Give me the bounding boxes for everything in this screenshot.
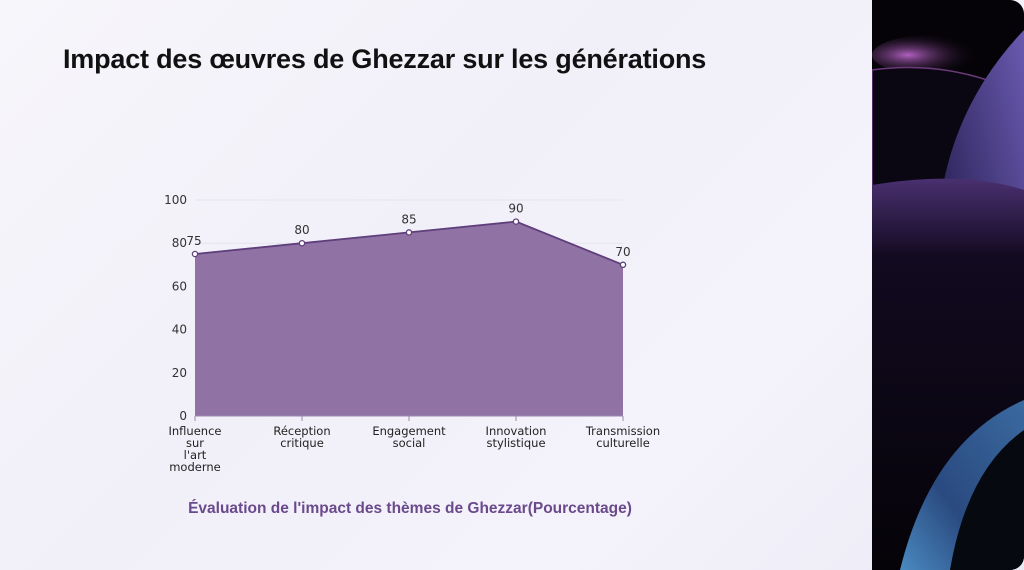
y-tick-label: 0 [179,409,187,423]
x-tick-label-line: l'art [184,448,207,462]
data-point [405,229,413,236]
x-tick-label-line: Transmission [585,424,660,438]
x-tick-label-line: moderne [169,460,221,474]
data-point [619,261,627,269]
x-tick-label: Réception critique [273,424,330,450]
page-title: Impact des œuvres de Ghezzar sur les gén… [63,44,707,74]
x-tick-label-line: social [393,436,426,450]
data-point [191,250,199,258]
x-tick-label: Innovation stylistique [486,424,547,450]
y-tick-label: 80 [172,236,187,250]
y-tick-label: 60 [172,279,187,293]
x-tick-label-line: Engagement [372,424,446,438]
x-tick-label-line: critique [280,436,324,450]
x-tick-label-line: Influence [169,424,222,438]
x-tick-label-line: Innovation [486,424,547,438]
decorative-planet-image [872,0,1024,570]
y-tick-label: 100 [164,193,187,207]
data-label: 85 [401,212,416,226]
data-label: 90 [508,202,523,216]
x-tick-label-line: Réception [273,424,330,438]
data-label: 75 [186,234,201,248]
x-tick-label-line: stylistique [486,436,545,450]
data-label: 70 [615,245,630,259]
area-fill [195,221,623,416]
x-tick-label: Engagement social [372,424,446,450]
x-tick-label-line: sur [186,436,204,450]
x-tick-label: Influence sur l'art moderne [169,424,222,474]
x-tick-label-line: culturelle [596,436,650,450]
planet-artwork-icon [872,0,1024,570]
x-tick-label: Transmission culturelle [585,424,660,450]
data-point [512,218,520,225]
slide: Impact des œuvres de Ghezzar sur les gén… [63,44,707,517]
data-point [298,239,306,247]
y-tick-label: 40 [172,323,187,337]
chart-title: Évaluation de l'impact des thèmes de Ghe… [188,500,632,517]
area-chart: 0 20 40 60 80 100 75 Influence sur l'art moderne 80… [164,193,660,474]
data-label: 80 [294,223,309,237]
y-tick-label: 20 [172,366,187,380]
